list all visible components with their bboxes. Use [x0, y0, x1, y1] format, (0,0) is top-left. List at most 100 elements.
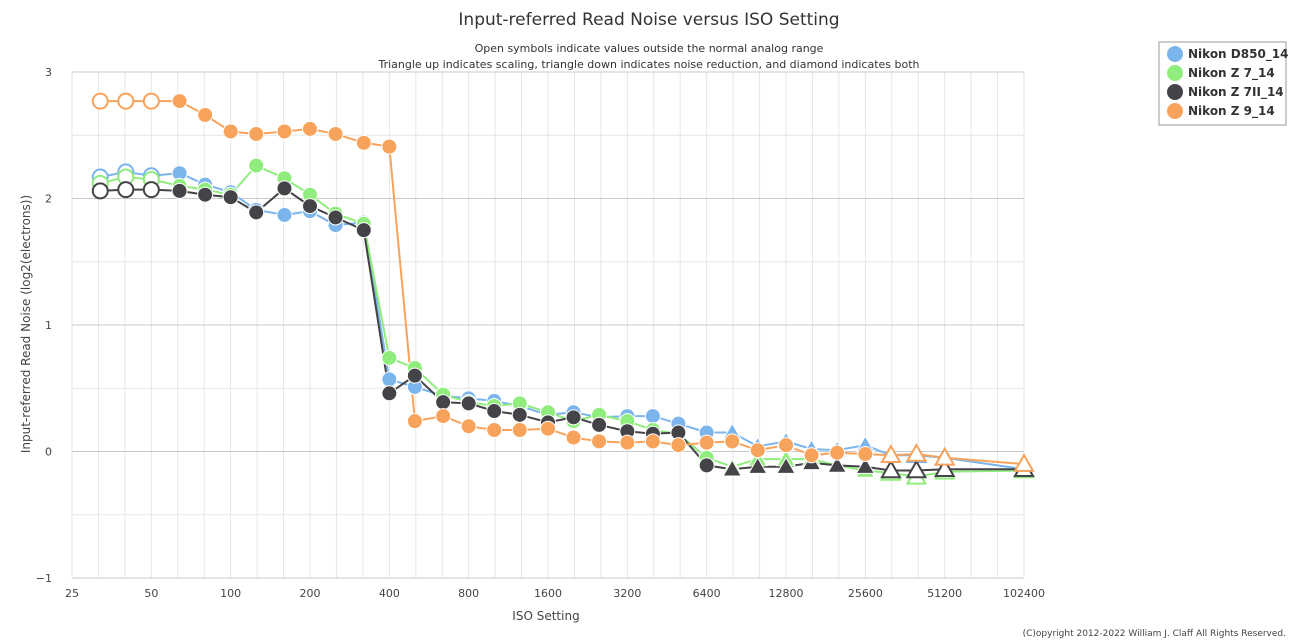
data-point-circle[interactable]: [142, 181, 160, 199]
legend-marker: [1167, 103, 1183, 119]
data-point-circle[interactable]: [511, 421, 528, 438]
chart-subtitle-line-2: Triangle up indicates scaling, triangle …: [377, 58, 919, 71]
data-point-circle[interactable]: [197, 107, 214, 124]
data-point-triangle[interactable]: [776, 456, 796, 474]
data-point-circle[interactable]: [591, 416, 608, 433]
data-point-circle[interactable]: [406, 367, 423, 384]
data-point-circle[interactable]: [435, 408, 452, 425]
legend-label[interactable]: Nikon Z 7II_14: [1188, 85, 1284, 100]
x-tick-label: 25: [65, 587, 79, 600]
data-point-circle[interactable]: [276, 206, 293, 223]
x-tick-label: 6400: [693, 587, 721, 600]
x-tick-label: 51200: [927, 587, 962, 600]
legend-label[interactable]: Nikon D850_14: [1188, 47, 1289, 62]
data-point-triangle[interactable]: [905, 459, 928, 479]
data-point-circle[interactable]: [803, 447, 820, 464]
data-point-circle[interactable]: [644, 408, 661, 425]
x-tick-label: 200: [300, 587, 321, 600]
data-point-circle[interactable]: [619, 434, 636, 451]
data-point-circle[interactable]: [565, 429, 582, 446]
y-tick-label: 0: [45, 446, 52, 459]
data-point-circle[interactable]: [355, 222, 372, 239]
legend[interactable]: Nikon D850_14 Nikon Z 7_14 Nikon Z 7II_14 N…: [1158, 41, 1289, 126]
data-point-triangle[interactable]: [933, 458, 956, 477]
data-point-circle[interactable]: [248, 157, 265, 174]
x-tick-label: 3200: [613, 587, 641, 600]
data-point-circle[interactable]: [302, 198, 318, 215]
data-point-circle[interactable]: [171, 93, 188, 110]
data-point-circle[interactable]: [327, 209, 344, 226]
data-point-circle[interactable]: [276, 180, 293, 197]
data-point-circle[interactable]: [327, 125, 344, 142]
data-point-circle[interactable]: [142, 92, 160, 110]
data-point-circle[interactable]: [724, 433, 741, 450]
series-line: [100, 164, 1025, 478]
y-tick-label: −1: [36, 572, 52, 585]
data-point-circle[interactable]: [355, 134, 372, 151]
data-point-circle[interactable]: [670, 437, 687, 454]
x-tick-label: 100: [220, 587, 241, 600]
data-point-circle[interactable]: [460, 418, 477, 435]
data-point-circle[interactable]: [276, 123, 293, 140]
legend-label[interactable]: Nikon Z 9_14: [1188, 104, 1275, 119]
data-point-triangle[interactable]: [933, 446, 956, 466]
legend-marker: [1167, 65, 1183, 81]
data-point-circle[interactable]: [486, 421, 503, 438]
x-tick-label: 1600: [534, 587, 562, 600]
data-point-circle[interactable]: [381, 371, 398, 388]
chart-title: Input-referred Read Noise versus ISO Set…: [458, 10, 839, 30]
data-point-triangle[interactable]: [880, 459, 902, 479]
data-point-circle[interactable]: [381, 349, 398, 366]
data-point-circle[interactable]: [197, 186, 214, 203]
legend-marker: [1167, 84, 1183, 100]
data-point-triangle[interactable]: [855, 456, 876, 474]
data-point-circle[interactable]: [644, 433, 661, 450]
data-point-circle[interactable]: [117, 92, 135, 110]
data-point-circle[interactable]: [460, 395, 477, 412]
data-point-circle[interactable]: [435, 394, 452, 411]
data-point-circle[interactable]: [248, 125, 265, 142]
chart-subtitle-line-1: Open symbols indicate values outside the…: [475, 42, 824, 55]
data-point-circle[interactable]: [591, 433, 608, 450]
data-point-circle[interactable]: [91, 92, 109, 110]
data-point-circle[interactable]: [91, 182, 109, 200]
data-point-triangle[interactable]: [880, 444, 902, 463]
data-point-triangle[interactable]: [722, 459, 743, 477]
data-point-circle[interactable]: [406, 413, 423, 430]
data-point-circle[interactable]: [117, 181, 135, 199]
data-point-triangle[interactable]: [905, 442, 928, 462]
data-point-circle[interactable]: [565, 409, 582, 426]
data-point-triangle[interactable]: [827, 455, 847, 473]
data-point-circle[interactable]: [486, 403, 503, 420]
data-point-circle[interactable]: [511, 406, 528, 423]
x-tick-label: 800: [458, 587, 479, 600]
data-point-circle[interactable]: [698, 457, 715, 474]
grid: [71, 71, 1025, 579]
copyright-credit: (C)opyright 2012-2022 William J. Claff A…: [1023, 629, 1286, 639]
data-point-circle[interactable]: [829, 444, 846, 461]
data-point-circle[interactable]: [171, 182, 188, 199]
data-point-circle[interactable]: [302, 120, 318, 137]
data-point-circle[interactable]: [248, 204, 265, 221]
series-markers: [91, 92, 1035, 485]
x-tick-label: 102400: [1003, 587, 1045, 600]
data-point-circle[interactable]: [857, 446, 874, 463]
data-point-circle[interactable]: [222, 123, 239, 140]
data-point-circle[interactable]: [749, 442, 766, 459]
data-point-circle[interactable]: [778, 437, 794, 454]
legend-marker: [1167, 46, 1183, 62]
series-line: [100, 170, 1025, 471]
x-tick-label: 12800: [769, 587, 804, 600]
series-line: [100, 187, 1024, 472]
data-point-triangle[interactable]: [747, 456, 768, 474]
data-point-triangle[interactable]: [1013, 453, 1035, 472]
data-point-circle[interactable]: [540, 420, 556, 437]
data-point-circle[interactable]: [222, 189, 239, 206]
data-point-circle[interactable]: [381, 138, 398, 155]
legend-label[interactable]: Nikon Z 7_14: [1188, 66, 1275, 81]
data-point-circle[interactable]: [381, 385, 398, 402]
y-axis-ticks: 3 2 1 0 −1: [36, 66, 52, 585]
x-tick-label: 400: [379, 587, 400, 600]
data-point-circle[interactable]: [698, 434, 715, 451]
